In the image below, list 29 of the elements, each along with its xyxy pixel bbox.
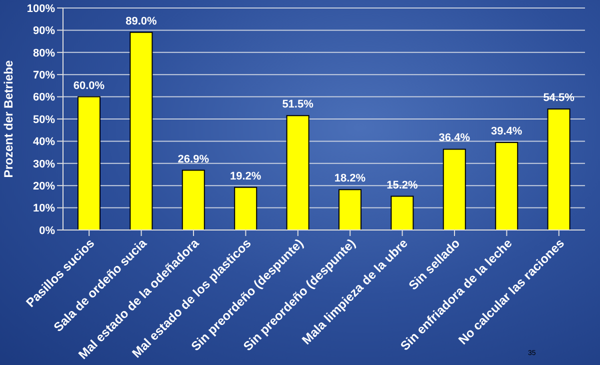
y-tick-label: 60% — [32, 92, 56, 104]
bar — [442, 148, 466, 230]
y-tick-label: 0% — [39, 224, 56, 237]
y-tick-label: 40% — [32, 136, 56, 148]
y-tick-label: 80% — [32, 47, 56, 60]
y-tick-label: 100% — [26, 2, 56, 15]
data-label: 51.5% — [282, 98, 314, 111]
data-label: 18.2% — [334, 172, 366, 185]
bar — [390, 196, 414, 230]
y-tick-label: 20% — [32, 180, 56, 193]
y-axis-title: Prozent der Betriebe — [1, 60, 16, 178]
bar — [234, 186, 258, 230]
bar — [130, 32, 153, 230]
bar — [547, 108, 570, 230]
y-tick-label: 90% — [32, 25, 56, 38]
data-label: 60.0% — [73, 80, 105, 92]
y-tick-label: 50% — [32, 114, 56, 126]
data-label: 39.4% — [491, 126, 522, 138]
bar — [338, 189, 362, 230]
data-label: 89.0% — [126, 15, 158, 28]
y-tick-label: 70% — [32, 70, 56, 82]
bar — [286, 115, 310, 230]
data-label: 26.9% — [178, 153, 210, 166]
y-tick-label: 30% — [32, 158, 56, 170]
bar — [78, 96, 100, 230]
data-label: 19.2% — [230, 170, 262, 182]
bar — [495, 142, 518, 230]
y-tick-label: 10% — [32, 202, 56, 215]
bar — [182, 170, 205, 230]
